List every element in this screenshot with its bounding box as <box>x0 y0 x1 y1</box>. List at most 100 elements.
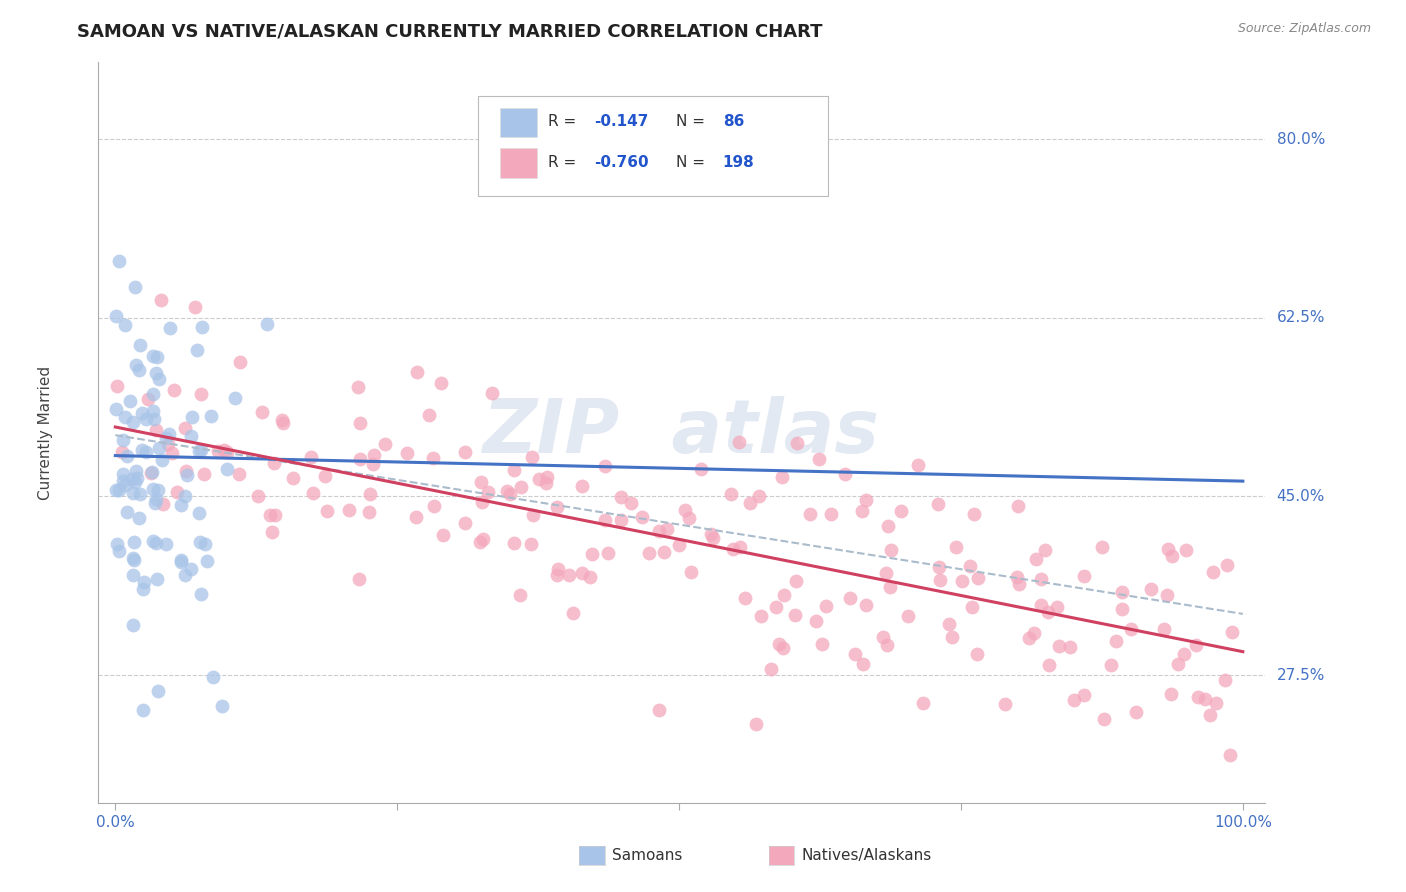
Point <box>761 662 783 676</box>
Point <box>207 443 229 458</box>
Point <box>190 443 212 458</box>
Point <box>128 338 150 352</box>
Point <box>1018 631 1040 645</box>
Point <box>770 470 793 484</box>
Point <box>418 409 440 423</box>
Point <box>125 464 148 478</box>
Point <box>184 300 207 314</box>
Point <box>1099 658 1122 673</box>
Point <box>808 451 831 466</box>
Point <box>855 492 877 507</box>
Point <box>143 412 166 426</box>
Point <box>1175 543 1198 558</box>
Point <box>105 378 128 392</box>
Point <box>522 508 544 523</box>
Point <box>181 409 204 424</box>
Point <box>256 317 278 331</box>
Point <box>134 412 156 426</box>
Point <box>720 487 742 501</box>
Point <box>534 475 557 490</box>
Point <box>142 482 165 496</box>
Point <box>349 452 371 467</box>
Point <box>349 416 371 430</box>
Point <box>1194 692 1216 706</box>
Point <box>347 572 370 586</box>
Point <box>111 445 134 459</box>
Point <box>471 532 494 546</box>
Point <box>259 508 281 522</box>
Point <box>749 608 772 623</box>
Point <box>1219 747 1241 762</box>
Point <box>363 448 385 462</box>
Point <box>503 536 526 550</box>
Text: 86: 86 <box>723 114 744 129</box>
Point <box>105 537 128 551</box>
Point <box>945 541 967 555</box>
Point <box>115 505 138 519</box>
Point <box>941 630 963 644</box>
Point <box>690 462 713 476</box>
Point <box>122 618 145 632</box>
Point <box>146 572 169 586</box>
Point <box>155 537 177 551</box>
Point <box>928 560 950 574</box>
Point <box>1220 625 1243 640</box>
Point <box>579 570 602 584</box>
Point <box>211 699 233 714</box>
Point <box>1160 687 1182 701</box>
Point <box>820 507 842 521</box>
Point <box>571 566 593 581</box>
Point <box>104 401 127 416</box>
Point <box>180 562 202 576</box>
Point <box>1029 572 1052 586</box>
Point <box>734 591 756 605</box>
Point <box>1125 705 1147 719</box>
Point <box>814 599 837 614</box>
Point <box>190 387 212 401</box>
Point <box>773 588 796 602</box>
Point <box>907 458 929 472</box>
Point <box>546 500 568 515</box>
Point <box>146 483 169 497</box>
Point <box>347 380 370 394</box>
Point <box>122 551 145 566</box>
Point <box>114 477 136 491</box>
Point <box>471 494 494 508</box>
Point <box>246 489 269 503</box>
Point <box>1038 657 1060 672</box>
Point <box>811 637 834 651</box>
Point <box>359 487 381 501</box>
Point <box>186 343 208 357</box>
Point <box>149 293 172 307</box>
Point <box>610 491 633 505</box>
Point <box>1156 588 1178 602</box>
Point <box>188 535 211 549</box>
Point <box>281 471 304 485</box>
Point <box>264 508 287 522</box>
Point <box>855 598 877 612</box>
Point <box>879 581 901 595</box>
Point <box>1153 622 1175 636</box>
Point <box>148 441 170 455</box>
Point <box>174 421 197 435</box>
Point <box>136 392 159 406</box>
Point <box>1185 638 1208 652</box>
Point <box>875 566 897 581</box>
Text: Samoans: Samoans <box>612 848 682 863</box>
Point <box>728 434 751 449</box>
Point <box>316 503 339 517</box>
Point <box>229 355 252 369</box>
Point <box>454 516 477 531</box>
Point <box>263 456 285 470</box>
Point <box>1160 549 1182 563</box>
Point <box>128 486 150 500</box>
Point <box>224 391 246 405</box>
Text: R =: R = <box>548 155 581 169</box>
Point <box>960 600 983 615</box>
Point <box>114 410 136 425</box>
Point <box>1059 640 1081 654</box>
Point <box>1008 576 1031 591</box>
Point <box>1091 541 1114 555</box>
Point <box>260 525 283 540</box>
Point <box>152 497 174 511</box>
